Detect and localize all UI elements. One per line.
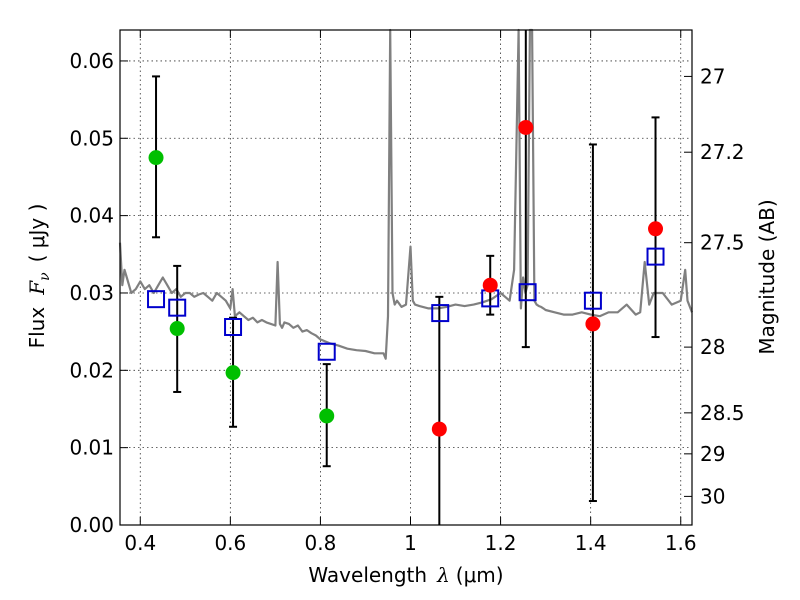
y-axis-label: FluxFν( μJy ): [25, 204, 53, 349]
errorbar-layer: [152, 30, 660, 525]
x-tick-label: 1: [404, 531, 417, 555]
y-tick-label: 0.03: [69, 281, 114, 305]
red-flux-point: [431, 421, 447, 437]
x-tick-label: 1.6: [665, 531, 697, 555]
y2-axis-label: Magnitude (AB): [755, 199, 779, 354]
model-photometry-marker: [646, 247, 665, 266]
y2-tick-label: 28: [700, 335, 725, 359]
y2-tick-label: 29: [700, 442, 725, 466]
y2-tick-label: 30: [700, 484, 725, 508]
grid-lines: [120, 30, 692, 526]
y2-tick-label: 27: [700, 64, 725, 88]
sed-model-layer: [118, 28, 694, 360]
x-tick-label: 0.4: [124, 531, 156, 555]
green-flux-point: [225, 365, 241, 381]
plot-frame: [119, 29, 693, 526]
y-tick-label: 0.04: [69, 204, 114, 228]
model-photometry-marker: [518, 283, 537, 302]
red-flux-point: [648, 221, 664, 237]
model-photometry-marker: [147, 290, 166, 309]
tick-labels: 0.4 0.6 0.8 1 1.2 1.4 1.6 0.00 0.01 0.02 0.03 0.04 0…: [69, 49, 744, 555]
sed-model-line: [118, 28, 694, 360]
red-flux-point: [518, 119, 534, 135]
model-photometry-marker: [168, 298, 187, 317]
y2-tick-label: 27.2: [700, 140, 745, 164]
y2-tick-label: 28.5: [700, 401, 745, 425]
y-tick-label: 0.01: [69, 436, 114, 460]
x-tick-label: 0.8: [305, 531, 337, 555]
x-tick-label: 1.2: [485, 531, 517, 555]
model-photometry-marker: [224, 318, 243, 336]
model-photometry-marker: [431, 304, 450, 323]
y2-tick-label: 27.5: [700, 231, 745, 255]
y-tick-label: 0.05: [69, 126, 114, 150]
y-tick-label: 0.00: [69, 513, 114, 537]
y-tick-label: 0.02: [69, 358, 114, 382]
x-tick-label: 0.6: [214, 531, 246, 555]
green-flux-point: [148, 150, 164, 166]
axes-frame: [119, 29, 693, 526]
model-photometry-marker: [317, 342, 336, 361]
red-flux-point: [585, 316, 601, 332]
green-flux-point: [319, 408, 335, 424]
y-tick-label: 0.06: [69, 49, 114, 73]
x-tick-label: 1.4: [575, 531, 607, 555]
red-flux-point: [482, 277, 498, 293]
model-photometry-marker: [583, 291, 602, 310]
green-flux-point: [169, 321, 185, 337]
x-axis-label: Wavelength λ (μm): [308, 563, 503, 587]
marker-layer: [147, 119, 665, 437]
